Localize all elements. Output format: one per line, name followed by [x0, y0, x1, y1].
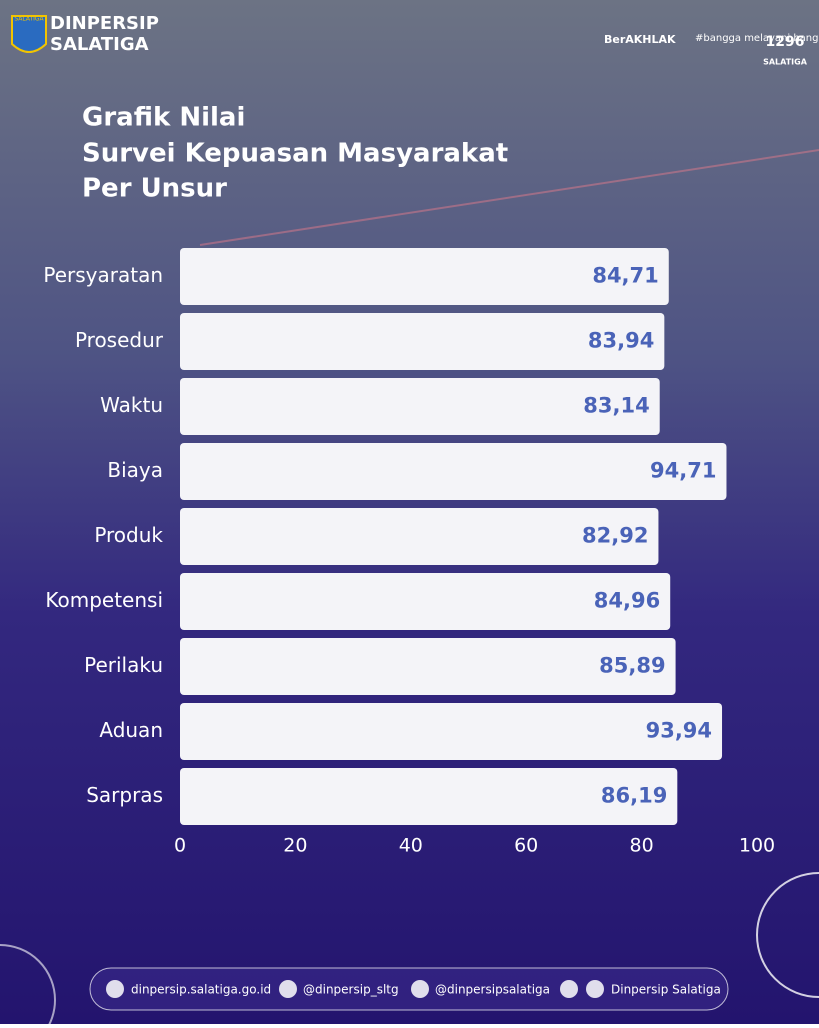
- bar: [180, 573, 671, 630]
- value-label: 85,89: [599, 654, 665, 678]
- x-tick-label: 100: [739, 835, 775, 857]
- icon-youtube: [586, 980, 604, 998]
- logo-text: SALATIGA: [763, 58, 808, 67]
- y-tick-label: Biaya: [107, 458, 163, 482]
- value-label: 83,94: [588, 329, 654, 353]
- footer-link[interactable]: @dinpersip_sltg: [303, 983, 399, 997]
- y-tick-label: Waktu: [100, 393, 163, 417]
- y-tick-label: Sarpras: [86, 783, 163, 807]
- y-tick-label: Persyaratan: [43, 263, 163, 287]
- brand: DINPERSIP: [50, 13, 159, 34]
- value-label: 86,19: [601, 784, 667, 808]
- x-tick-label: 60: [514, 835, 538, 857]
- logo-text: BerAKHLAK: [604, 33, 676, 46]
- icon-facebook: [560, 980, 578, 998]
- footer-link[interactable]: Dinpersip Salatiga: [611, 983, 721, 997]
- y-tick-label: Kompetensi: [45, 588, 163, 612]
- footer-bar: [89, 967, 729, 1011]
- decor-line: [199, 149, 819, 246]
- bar: [180, 248, 669, 305]
- footer-link[interactable]: dinpersip.salatiga.go.id: [131, 983, 271, 997]
- x-tick-label: 40: [399, 835, 423, 857]
- value-label: 93,94: [646, 719, 712, 743]
- chart-title: Per Unsur: [82, 174, 227, 204]
- value-label: 83,14: [583, 394, 649, 418]
- value-label: 84,96: [594, 589, 660, 613]
- bar: [180, 443, 727, 500]
- value-label: 84,71: [592, 264, 658, 288]
- icon-web: [106, 980, 124, 998]
- bar: [180, 638, 676, 695]
- bar: [180, 313, 665, 370]
- chart-title: Survei Kepuasan Masyarakat: [82, 139, 508, 169]
- bar: [180, 768, 678, 825]
- brand: SALATIGA: [50, 34, 149, 55]
- x-tick-label: 80: [630, 835, 654, 857]
- bar: [180, 703, 723, 760]
- chart-title: Grafik Nilai: [82, 103, 245, 133]
- icon-instagram: [411, 980, 429, 998]
- value-label: 94,71: [650, 459, 716, 483]
- logo-badge: SALATIGA: [14, 16, 44, 23]
- value-label: 82,92: [582, 524, 648, 548]
- y-tick-label: Perilaku: [84, 653, 163, 677]
- y-tick-label: Produk: [94, 523, 163, 547]
- x-tick-label: 20: [283, 835, 307, 857]
- logo-text: 1296: [766, 34, 805, 50]
- bar: [180, 508, 659, 565]
- logo-text: #bangga melayani bangsa: [695, 33, 819, 44]
- footer-link[interactable]: @dinpersipsalatiga: [435, 983, 550, 997]
- icon-x: [279, 980, 297, 998]
- x-tick-label: 0: [174, 835, 186, 857]
- y-tick-label: Prosedur: [75, 328, 164, 352]
- bar: [180, 378, 660, 435]
- y-tick-label: Aduan: [99, 718, 163, 742]
- decor-ring: [0, 944, 56, 1028]
- decor-ring: [756, 872, 819, 998]
- logo-shield: [11, 15, 47, 53]
